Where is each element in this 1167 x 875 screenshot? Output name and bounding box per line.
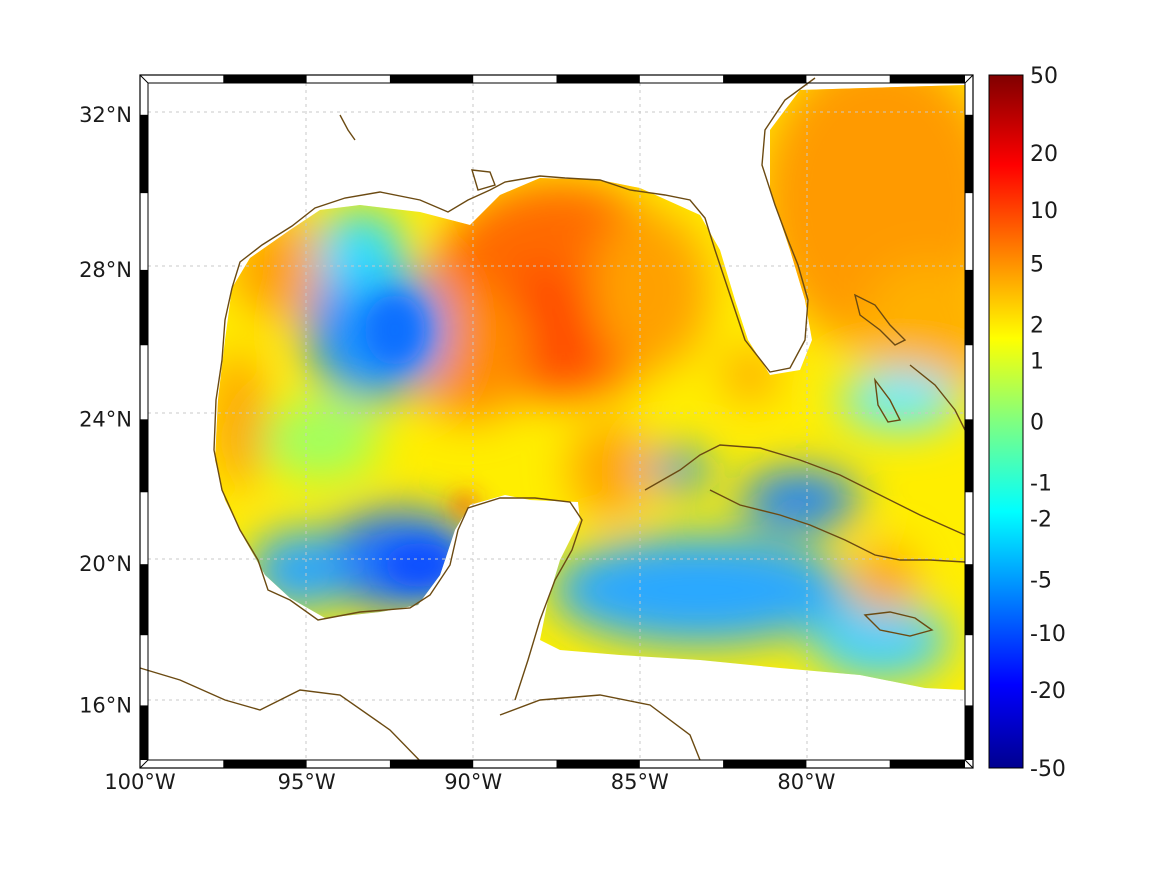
frame-block xyxy=(556,75,640,83)
frame-block xyxy=(723,75,807,83)
colorbar-tick-label: 0 xyxy=(1030,411,1044,436)
colorbar-tick-label: -20 xyxy=(1030,679,1066,704)
frame-block xyxy=(965,114,973,194)
frame-block xyxy=(140,564,148,636)
x-tick-label: 90°W xyxy=(444,770,502,794)
colorbar-tick-label: -10 xyxy=(1030,622,1066,647)
colorbar-tick-label: 20 xyxy=(1030,142,1058,167)
frame-block xyxy=(965,705,973,760)
frame-block xyxy=(140,705,148,760)
frame-block xyxy=(140,114,148,194)
y-tick-label: 28°N xyxy=(79,258,132,282)
colorbar-tick-label: 1 xyxy=(1030,349,1044,374)
frame-block xyxy=(723,760,807,768)
x-tick-label: 85°W xyxy=(611,770,669,794)
colorbar-tick-label: 5 xyxy=(1030,253,1044,278)
frame-block xyxy=(965,564,973,636)
frame-block xyxy=(389,75,474,83)
x-tick-label: 100°W xyxy=(104,770,176,794)
frame-block xyxy=(556,760,640,768)
y-tick-labels: 32°N 28°N 24°N 20°N 16°N xyxy=(79,103,132,718)
colorbar-tick-label: -50 xyxy=(1030,757,1066,782)
y-tick-label: 16°N xyxy=(79,693,132,717)
frame-block xyxy=(965,269,973,346)
colorbar-tick-label: -1 xyxy=(1030,472,1052,497)
frame-block xyxy=(965,419,973,493)
x-tick-labels: 100°W 95°W 90°W 85°W 80°W xyxy=(104,770,835,794)
colorbar-tick-label: 2 xyxy=(1030,314,1044,339)
colorbar-tick-label: -2 xyxy=(1030,507,1052,532)
frame-block xyxy=(389,760,474,768)
frame-block xyxy=(889,760,965,768)
grid-lines xyxy=(148,83,965,760)
y-tick-label: 24°N xyxy=(79,407,132,431)
frame-block xyxy=(889,75,965,83)
coastlines xyxy=(139,77,966,767)
frame-block xyxy=(140,419,148,493)
map-frame xyxy=(139,74,974,769)
y-tick-label: 20°N xyxy=(79,552,132,576)
x-tick-label: 95°W xyxy=(278,770,336,794)
y-tick-label: 32°N xyxy=(79,103,132,127)
colorbar-ramp xyxy=(988,74,1024,769)
frame-block xyxy=(223,760,307,768)
x-tick-label: 80°W xyxy=(777,770,835,794)
frame-block xyxy=(223,75,307,83)
frame-block xyxy=(140,269,148,346)
colorbar-tick-label: 10 xyxy=(1030,199,1058,224)
colorbar-tick-label: 50 xyxy=(1030,64,1058,89)
colorbar-tick-label: -5 xyxy=(1030,568,1052,593)
